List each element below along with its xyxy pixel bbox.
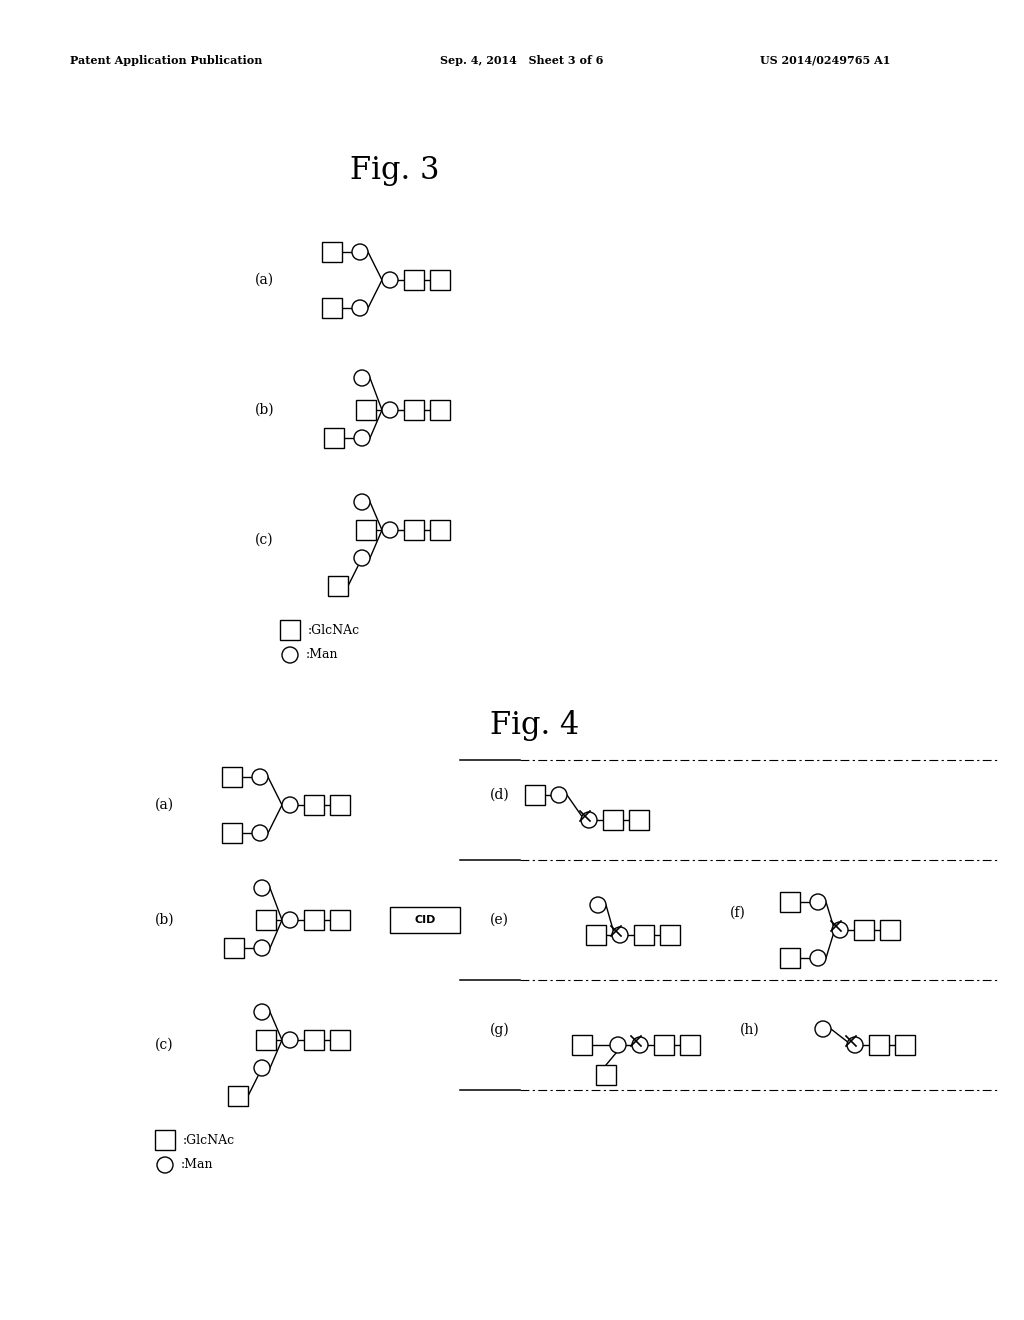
Text: :GlcNAc: :GlcNAc [183,1134,236,1147]
Bar [780,948,800,968]
Bar [356,400,376,420]
Bar [224,939,244,958]
Circle shape [815,1020,831,1038]
Text: Patent Application Publication: Patent Application Publication [70,54,262,66]
Bar [654,1035,674,1055]
Bar [222,822,242,843]
Text: Fig. 4: Fig. 4 [490,710,580,741]
Bar [222,767,242,787]
Text: :GlcNAc: :GlcNAc [308,623,360,636]
Bar [603,810,623,830]
Bar [280,620,300,640]
Bar [256,909,276,931]
Bar [404,271,424,290]
Text: (b): (b) [255,403,274,417]
Text: (f): (f) [730,906,745,920]
Circle shape [810,950,826,966]
Bar [304,795,324,814]
Bar [155,1130,175,1150]
Text: CID: CID [415,915,435,925]
Text: (h): (h) [740,1023,760,1038]
Bar [525,785,545,805]
Text: (a): (a) [155,799,174,812]
Circle shape [157,1158,173,1173]
Bar [430,520,450,540]
Circle shape [810,894,826,909]
Bar [780,892,800,912]
Bar [256,1030,276,1049]
Bar [430,271,450,290]
Bar [586,925,606,945]
Text: (a): (a) [255,273,274,286]
Bar [228,1086,248,1106]
Circle shape [254,940,270,956]
Bar [895,1035,915,1055]
Bar [680,1035,700,1055]
Circle shape [354,370,370,385]
Text: US 2014/0249765 A1: US 2014/0249765 A1 [760,54,891,66]
Text: (c): (c) [255,533,273,546]
Bar [356,520,376,540]
Bar [330,1030,350,1049]
Circle shape [382,403,398,418]
Bar [572,1035,592,1055]
Text: (g): (g) [490,1023,510,1038]
Circle shape [354,550,370,566]
Circle shape [352,300,368,315]
Circle shape [254,1005,270,1020]
Circle shape [354,430,370,446]
Text: :Man: :Man [306,648,339,661]
Circle shape [352,244,368,260]
Circle shape [282,912,298,928]
Circle shape [612,927,628,942]
Circle shape [282,797,298,813]
Circle shape [252,825,268,841]
Text: :Man: :Man [181,1159,213,1172]
Circle shape [252,770,268,785]
Bar [404,520,424,540]
Circle shape [354,494,370,510]
Circle shape [254,880,270,896]
Circle shape [282,647,298,663]
Bar [430,400,450,420]
Text: (b): (b) [155,913,175,927]
Bar [404,400,424,420]
Circle shape [590,898,606,913]
Text: Sep. 4, 2014   Sheet 3 of 6: Sep. 4, 2014 Sheet 3 of 6 [440,54,603,66]
Bar [629,810,649,830]
Bar [660,925,680,945]
Bar [390,907,460,933]
Circle shape [632,1038,648,1053]
Bar [324,428,344,447]
Bar [304,1030,324,1049]
Text: (e): (e) [490,913,509,927]
Bar [322,298,342,318]
Circle shape [282,1032,298,1048]
Bar [869,1035,889,1055]
Bar [596,1065,616,1085]
Bar [854,920,874,940]
Bar [880,920,900,940]
Bar [330,795,350,814]
Bar [322,242,342,261]
Circle shape [831,921,848,939]
Circle shape [382,521,398,539]
Circle shape [847,1038,863,1053]
Circle shape [254,1060,270,1076]
Bar [328,576,348,597]
Text: Fig. 3: Fig. 3 [350,154,439,186]
Circle shape [382,272,398,288]
Circle shape [581,812,597,828]
Text: (c): (c) [155,1038,174,1052]
Bar [304,909,324,931]
Bar [634,925,654,945]
Circle shape [551,787,567,803]
Text: (d): (d) [490,788,510,803]
Circle shape [610,1038,626,1053]
Bar [330,909,350,931]
